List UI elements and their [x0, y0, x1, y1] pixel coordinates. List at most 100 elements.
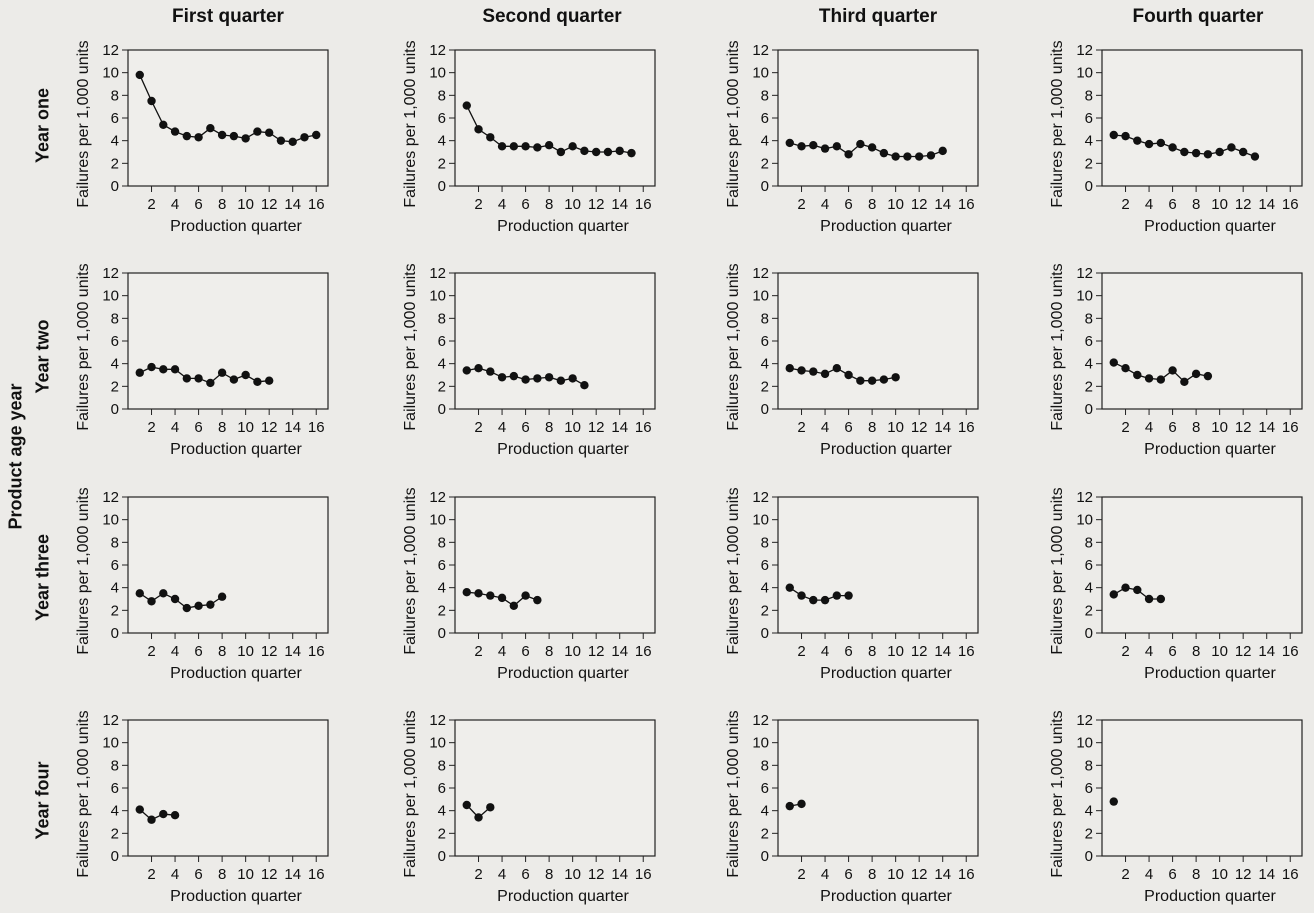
- y-tick-label: 8: [438, 310, 446, 327]
- data-point: [194, 601, 203, 610]
- x-tick-label: 10: [237, 866, 254, 883]
- x-tick-label: 2: [797, 196, 805, 213]
- data-point: [938, 146, 947, 156]
- data-point: [797, 142, 806, 151]
- data-point: [533, 143, 542, 152]
- data-point: [194, 133, 203, 142]
- data-point: [1144, 374, 1154, 383]
- data-point: [615, 146, 624, 156]
- x-axis-label: Production quarter: [497, 441, 629, 458]
- x-tick-label: 8: [868, 196, 876, 213]
- x-tick-label: 6: [194, 643, 202, 660]
- y-tick-label: 12: [752, 712, 769, 729]
- plot-frame: [777, 272, 979, 410]
- y-tick-label: 12: [429, 42, 446, 59]
- x-tick-label: 8: [545, 419, 553, 436]
- y-tick-label: 10: [429, 735, 446, 752]
- data-point: [474, 125, 483, 134]
- x-tick-label: 8: [545, 196, 553, 213]
- x-tick-label: 6: [844, 419, 852, 436]
- data-point: [135, 368, 144, 377]
- data-point: [1227, 143, 1236, 152]
- data-point: [312, 130, 321, 140]
- y-tick-label: 8: [761, 757, 769, 774]
- data-point: [568, 374, 577, 383]
- y-tick-label: 2: [761, 602, 769, 619]
- x-tick-label: 4: [821, 643, 829, 660]
- x-tick-label: 8: [868, 643, 876, 660]
- x-tick-label: 14: [1258, 196, 1275, 213]
- x-axis-label: Production quarter: [497, 218, 629, 235]
- x-axis-label: Production quarter: [170, 888, 302, 905]
- data-point: [170, 365, 180, 374]
- data-point: [891, 152, 900, 161]
- y-axis-label: Failures per 1,000 units: [725, 487, 742, 654]
- y-tick-label: 4: [761, 356, 769, 373]
- data-point: [229, 131, 239, 141]
- y-tick-label: 4: [111, 580, 119, 597]
- y-tick-label: 6: [761, 557, 769, 574]
- x-tick-label: 6: [521, 419, 529, 436]
- data-point: [300, 133, 309, 142]
- data-point: [1109, 590, 1118, 599]
- x-tick-label: 6: [844, 866, 852, 883]
- x-tick-label: 8: [868, 866, 876, 883]
- data-point: [914, 152, 924, 161]
- data-point: [809, 141, 818, 150]
- x-tick-label: 14: [284, 419, 301, 436]
- x-tick-label: 2: [474, 419, 482, 436]
- data-point: [147, 96, 156, 106]
- data-point: [867, 143, 877, 152]
- data-point: [253, 377, 262, 386]
- y-tick-label: 4: [1085, 356, 1093, 373]
- data-point: [832, 591, 842, 600]
- data-point: [1133, 136, 1142, 145]
- data-point: [1180, 377, 1189, 386]
- y-tick-label: 2: [1085, 378, 1093, 395]
- plot-frame: [1101, 272, 1303, 410]
- y-tick-label: 12: [102, 489, 119, 506]
- y-tick-label: 0: [1085, 178, 1093, 195]
- data-point: [879, 375, 889, 384]
- data-point: [253, 127, 262, 136]
- y-axis-label: Failures per 1,000 units: [1049, 263, 1066, 430]
- x-axis-label: Production quarter: [820, 441, 952, 458]
- x-tick-label: 4: [171, 419, 179, 436]
- y-tick-label: 8: [111, 87, 119, 104]
- data-point: [288, 137, 297, 146]
- y-tick-label: 4: [761, 133, 769, 150]
- data-point: [1121, 131, 1130, 141]
- x-tick-label: 12: [911, 866, 928, 883]
- y-tick-label: 0: [1085, 848, 1093, 865]
- x-tick-label: 4: [821, 419, 829, 436]
- data-point: [879, 148, 889, 158]
- y-tick-label: 2: [761, 155, 769, 172]
- data-point: [147, 815, 156, 824]
- x-tick-label: 16: [635, 196, 652, 213]
- data-point: [1180, 147, 1189, 157]
- y-tick-label: 0: [438, 401, 446, 418]
- x-tick-label: 10: [564, 419, 581, 436]
- x-tick-label: 2: [797, 419, 805, 436]
- x-tick-label: 8: [218, 866, 226, 883]
- data-point: [533, 595, 542, 605]
- x-tick-label: 16: [308, 196, 325, 213]
- x-axis-label: Production quarter: [1144, 441, 1276, 458]
- x-tick-label: 12: [588, 419, 605, 436]
- plot-frame: [127, 496, 329, 634]
- y-tick-label: 10: [752, 288, 769, 305]
- data-point: [486, 133, 495, 142]
- data-point: [229, 375, 239, 384]
- data-point: [206, 600, 215, 609]
- column-title-third-quarter: Third quarter: [818, 6, 938, 27]
- column-title-fourth-quarter: Fourth quarter: [1132, 6, 1264, 27]
- y-tick-label: 12: [752, 42, 769, 59]
- x-tick-label: 16: [635, 643, 652, 660]
- data-point: [797, 366, 806, 375]
- y-tick-label: 6: [1085, 557, 1093, 574]
